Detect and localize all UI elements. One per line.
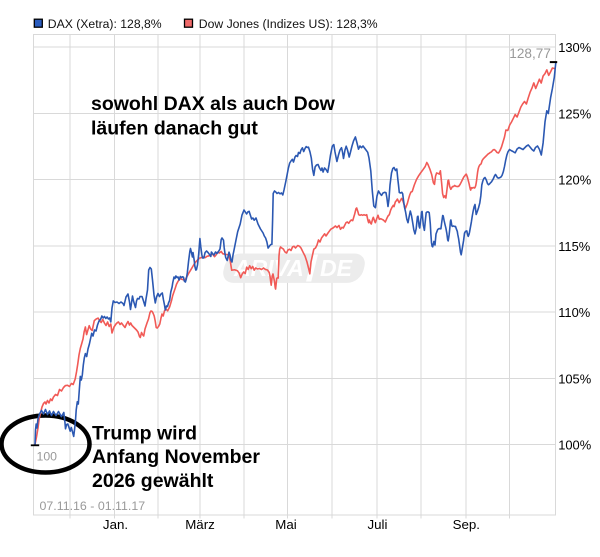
svg-text:07.11.16 - 01.11.17: 07.11.16 - 01.11.17 (40, 499, 146, 513)
svg-text:Sep.: Sep. (453, 517, 480, 532)
svg-text:100%: 100% (558, 438, 591, 453)
svg-text:105%: 105% (558, 371, 591, 386)
svg-text:120%: 120% (558, 173, 591, 188)
svg-text:Juli: Juli (368, 517, 388, 532)
svg-text:128,77: 128,77 (509, 46, 551, 61)
svg-text:Dow Jones (Indizes US): 128,3%: Dow Jones (Indizes US): 128,3% (199, 17, 378, 31)
svg-text:läufen danach gut: läufen danach gut (91, 118, 258, 140)
svg-text:Anfang November: Anfang November (92, 446, 260, 468)
svg-text:100: 100 (37, 450, 58, 464)
svg-text:DAX (Xetra): 128,8%: DAX (Xetra): 128,8% (48, 17, 162, 31)
svg-text:März: März (185, 517, 215, 532)
svg-text:ARIVA: ARIVA (233, 255, 304, 281)
svg-text:Mai: Mai (275, 517, 296, 532)
svg-text:Trump wird: Trump wird (92, 422, 197, 444)
svg-text:125%: 125% (558, 106, 591, 121)
svg-text:110%: 110% (558, 305, 590, 320)
svg-text:115%: 115% (558, 239, 590, 254)
svg-text:DE: DE (320, 255, 353, 281)
svg-text:Jan.: Jan. (103, 517, 128, 532)
svg-text:130%: 130% (558, 40, 591, 55)
svg-text:2026 gewählt: 2026 gewählt (92, 470, 214, 492)
svg-text:sowohl DAX als auch Dow: sowohl DAX als auch Dow (91, 93, 336, 115)
